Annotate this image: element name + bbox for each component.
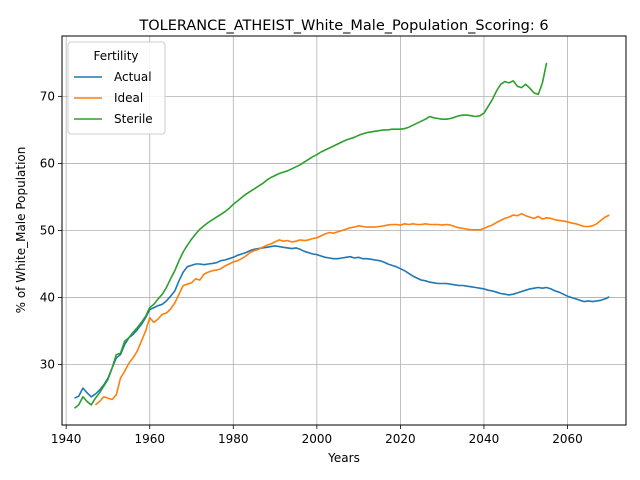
y-axis-label: % of White_Male Population bbox=[14, 147, 28, 314]
x-tick-label: 2020 bbox=[385, 432, 416, 446]
y-axis-ticks: 30 40 50 60 70 bbox=[40, 89, 62, 372]
x-tick-label: 2060 bbox=[552, 432, 583, 446]
series-line-actual bbox=[74, 245, 610, 399]
x-tick-label: 1980 bbox=[218, 432, 249, 446]
y-tick-label: 70 bbox=[40, 89, 55, 103]
x-tick-label: 2000 bbox=[302, 432, 333, 446]
x-axis-ticks: 1940 1960 1980 2000 2020 2040 2060 bbox=[51, 425, 583, 446]
legend-label-actual: Actual bbox=[114, 70, 152, 84]
legend: Fertility Actual Ideal Sterile bbox=[67, 41, 166, 135]
x-tick-label: 1960 bbox=[134, 432, 165, 446]
x-axis-label: Years bbox=[327, 451, 360, 465]
legend-title: Fertility bbox=[93, 49, 138, 63]
legend-label-ideal: Ideal bbox=[114, 91, 143, 105]
y-tick-label: 60 bbox=[40, 156, 55, 170]
y-tick-label: 50 bbox=[40, 224, 55, 238]
series-line-ideal bbox=[94, 212, 610, 406]
series-line-sterile bbox=[74, 62, 548, 409]
chart-title: TOLERANCE_ATHEIST_White_Male_Population_… bbox=[138, 18, 548, 34]
x-tick-label: 1940 bbox=[51, 432, 82, 446]
legend-label-sterile: Sterile bbox=[114, 112, 153, 126]
x-tick-label: 2040 bbox=[469, 432, 500, 446]
y-tick-label: 30 bbox=[40, 358, 55, 372]
y-tick-label: 40 bbox=[40, 291, 55, 305]
legend-box bbox=[67, 41, 166, 135]
plot-lines bbox=[74, 62, 610, 409]
